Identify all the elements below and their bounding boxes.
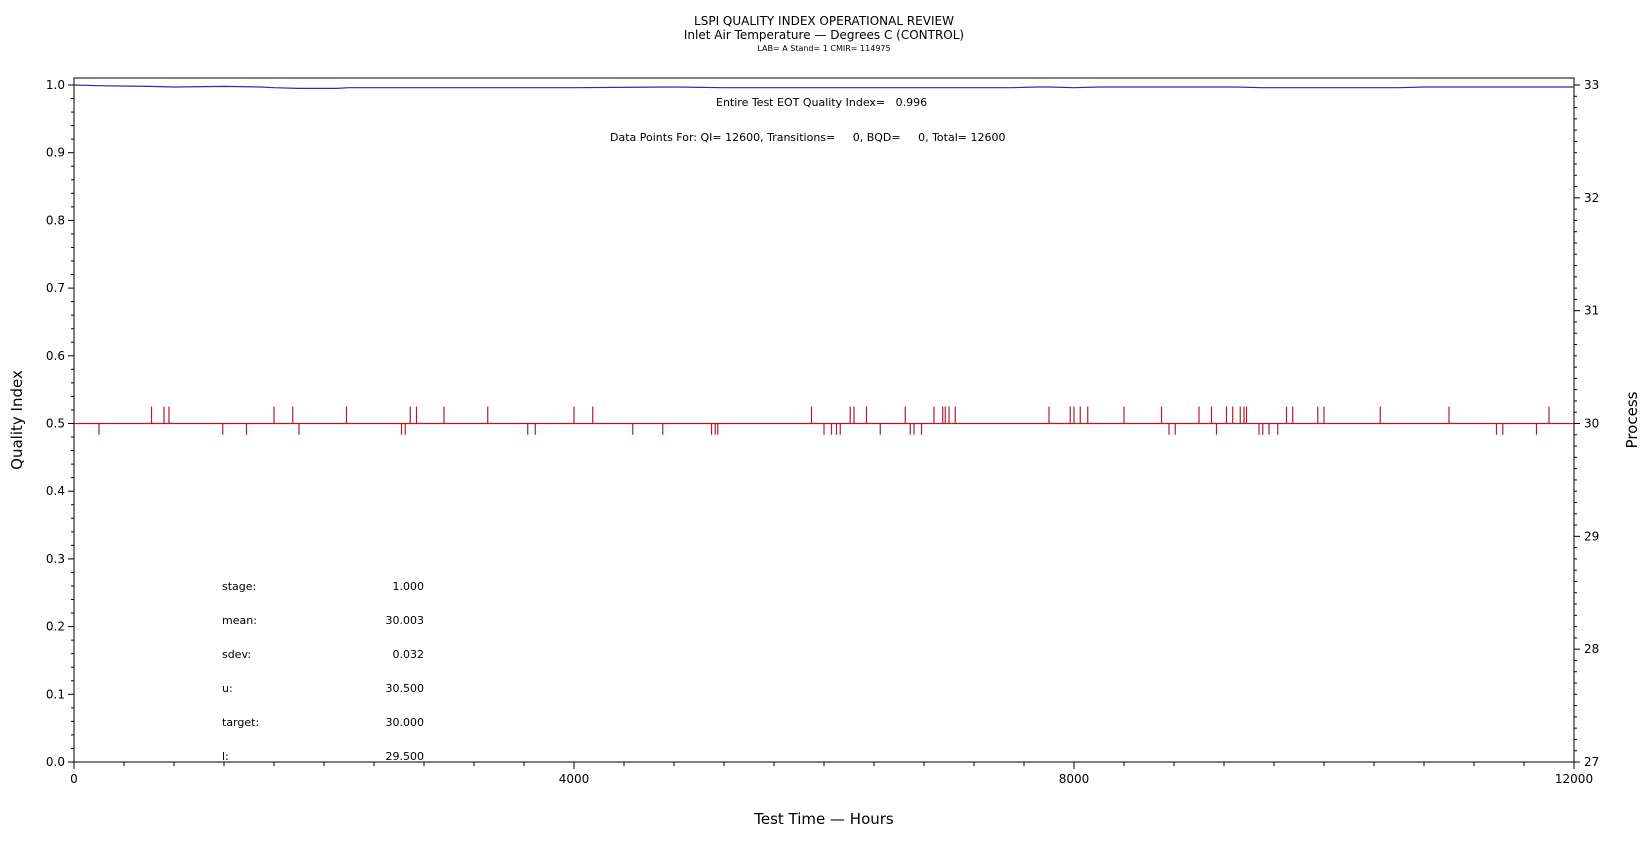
stat-label: target: [222, 716, 259, 729]
stats-box: stage: 1.000 mean: 30.003 sdev: 0.032 u: 30.500… [222, 580, 424, 763]
y-tick-label-6: 0.6 [46, 349, 65, 363]
y2-tick-label-0: 27 [1584, 755, 1599, 769]
y-tick-label-2: 0.2 [46, 620, 65, 634]
stat-label: l: [222, 750, 229, 763]
y-tick-label-5: 0.5 [46, 417, 65, 431]
stat-value: 30.500 [386, 682, 425, 695]
y2-tick-label-2: 29 [1584, 529, 1599, 543]
y-tick-label-7: 0.7 [46, 281, 65, 295]
y2-tick-label-5: 32 [1584, 191, 1599, 205]
stat-label: sdev: [222, 648, 251, 661]
y2-tick-label-6: 33 [1584, 78, 1599, 92]
y2-tick-label-4: 31 [1584, 304, 1599, 318]
chart-title: LSPI QUALITY INDEX OPERATIONAL REVIEW [694, 14, 954, 28]
stat-label: mean: [222, 614, 257, 627]
stat-label: u: [222, 682, 233, 695]
quality-index-line [73, 84, 1574, 89]
y2-tick-label-1: 28 [1584, 642, 1599, 656]
stat-value: 29.500 [386, 750, 425, 763]
stat-label: stage: [222, 580, 256, 593]
chart-subsubtitle: LAB= A Stand= 1 CMIR= 114975 [757, 44, 890, 53]
y-axis-right: 27 28 29 30 31 32 33 [1574, 78, 1599, 769]
x-axis: 0 4000 8000 12000 [70, 762, 1593, 786]
series-layer [73, 84, 1574, 435]
plot-frame [73, 77, 1575, 763]
y-tick-label-4: 0.4 [46, 484, 65, 498]
y2-tick-label-3: 30 [1584, 417, 1599, 431]
y-axis-left: 0.0 0.1 0.2 0.3 0.4 0.5 0.6 0.7 0.8 0.9 1.0 [46, 78, 74, 769]
stat-value: 30.003 [386, 614, 425, 627]
y-axis-label: Quality Index [8, 370, 26, 470]
stat-value: 1.000 [393, 580, 425, 593]
stat-value: 0.032 [393, 648, 425, 661]
y-tick-label-9: 0.9 [46, 146, 65, 160]
y-tick-label-8: 0.8 [46, 213, 65, 227]
x-tick-label-1: 4000 [559, 772, 590, 786]
x-tick-label-2: 8000 [1059, 772, 1090, 786]
chart-subtitle: Inlet Air Temperature — Degrees C (CONTR… [684, 28, 964, 42]
x-axis-label: Test Time — Hours [753, 810, 894, 828]
data-points-annotation: Data Points For: QI= 12600, Transitions=… [610, 131, 1005, 144]
y-tick-label-0: 0.0 [46, 755, 65, 769]
y-tick-label-1: 0.1 [46, 687, 65, 701]
y-tick-label-3: 0.3 [46, 552, 65, 566]
eot-annotation: Entire Test EOT Quality Index= 0.996 [716, 96, 927, 109]
y2-axis-label: Process [1623, 391, 1641, 448]
stat-value: 30.000 [386, 716, 425, 729]
x-tick-label-3: 12000 [1555, 772, 1593, 786]
y-tick-label-10: 1.0 [46, 78, 65, 92]
x-tick-label-0: 0 [70, 772, 78, 786]
